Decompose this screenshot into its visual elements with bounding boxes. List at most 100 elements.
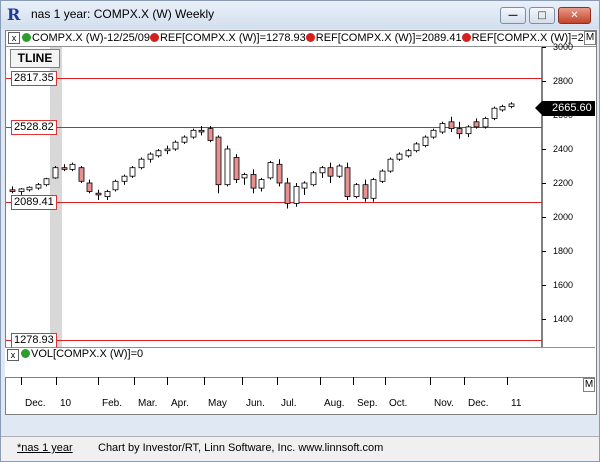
candle-body <box>241 174 248 179</box>
x-tick-mark <box>21 377 22 385</box>
y-tick-label: 2400 <box>553 144 574 154</box>
volume-legend: x VOL[COMPX.X (W)]=0 <box>5 347 595 363</box>
ref-line-label: 2817.35 <box>11 71 57 87</box>
x-tick-label: Mar. <box>138 398 158 409</box>
candle-body <box>327 167 334 177</box>
x-tick-label: May <box>208 398 227 409</box>
candle-body <box>147 153 154 160</box>
candle-body <box>430 129 437 138</box>
candle-body <box>215 136 222 186</box>
y-tick-label: 3000 <box>553 42 574 52</box>
candle-body <box>499 106 506 111</box>
chart-page-link[interactable]: *nas 1 year <box>17 442 73 454</box>
candle-body <box>121 175 128 182</box>
y-tick-label: 2200 <box>553 178 574 188</box>
ref-line-label: 2089.41 <box>11 194 57 210</box>
chart-legend: x COMPX.X (W)-12/25/09 REF[COMPX.X (W)]=1… <box>6 31 596 47</box>
candle-body <box>190 129 197 138</box>
x-tick-mark <box>242 377 243 385</box>
x-tick-mark <box>430 377 431 385</box>
candle-body <box>396 153 403 160</box>
legend-dot-icon <box>461 33 471 42</box>
legend-entry-label: REF[COMPX.X (W)]=1278.93 <box>159 32 306 44</box>
legend-dot-icon <box>22 33 31 42</box>
candle-body <box>258 179 265 189</box>
x-tick-mark <box>277 377 278 385</box>
candle-body <box>387 158 394 172</box>
x-tick-mark <box>204 377 205 385</box>
x-tick-label: Apr. <box>171 398 189 409</box>
m-box-top[interactable]: M <box>584 31 596 45</box>
highlight-column <box>50 47 62 377</box>
minimize-button[interactable]: — <box>500 7 526 24</box>
y-tick-label: 2000 <box>553 212 574 222</box>
candle-body <box>104 191 111 197</box>
x-tick-mark <box>56 377 57 385</box>
volume-label: VOL[COMPX.X (W)]=0 <box>31 348 144 360</box>
x-tick-mark <box>353 377 354 385</box>
candle-body <box>319 167 326 174</box>
legend-entry[interactable]: REF[COMPX.X (W)]=1278.93 <box>149 32 306 44</box>
x-tick-label: Dec. <box>25 398 46 409</box>
x-tick-label: Oct. <box>389 398 408 409</box>
candle-body <box>379 170 386 182</box>
candle-body <box>95 192 102 196</box>
candle-body <box>482 118 489 128</box>
candle-body <box>207 128 214 141</box>
legend-close-icon[interactable]: x <box>8 32 20 44</box>
candle-body <box>112 180 119 191</box>
x-tick-mark <box>385 377 386 385</box>
x-tick-label: Jun. <box>246 398 265 409</box>
candle-body <box>250 174 257 189</box>
candle-body <box>370 179 377 199</box>
legend-dot-icon <box>305 33 315 42</box>
x-tick-label: Sep. <box>357 398 378 409</box>
legend-entry[interactable]: REF[COMPX.X (W)]=2528.82 <box>461 32 596 44</box>
candle-body <box>336 165 343 177</box>
volume-close-icon[interactable]: x <box>7 349 19 361</box>
candle-body <box>155 150 162 157</box>
m-box-bottom[interactable]: M <box>583 378 595 392</box>
candle-body <box>164 148 171 152</box>
candle-body <box>465 126 472 135</box>
x-tick-label: Feb. <box>102 398 123 409</box>
x-axis: M Dec. 10 Feb. Mar. Apr. May Jun. Jul. Aug. Sep. O… <box>5 377 595 413</box>
x-tick-label: Jul. <box>281 398 297 409</box>
title-bar[interactable]: R nas 1 year: COMPX.X (W) Weekly — □ ✕ <box>1 1 599 29</box>
candle-body <box>448 121 455 130</box>
ref-line-label: 2528.82 <box>11 120 57 136</box>
tline-button[interactable]: TLINE <box>10 49 60 68</box>
x-tick-mark <box>134 377 135 385</box>
candle-body <box>301 182 308 189</box>
last-price-badge: 2665.60 <box>535 101 595 116</box>
candle-body <box>233 157 240 181</box>
candle-body <box>293 185 300 204</box>
candle-body <box>35 184 42 189</box>
x-tick-label: 10 <box>60 398 72 409</box>
status-bar: *nas 1 year Chart by Investor/RT, Linn S… <box>1 436 599 461</box>
y-tick-label: 1600 <box>553 280 574 290</box>
candlestick-plot[interactable] <box>6 31 596 377</box>
legend-entry[interactable]: COMPX.X (W)-12/25/09 <box>22 32 150 44</box>
candle-body <box>353 184 360 197</box>
y-tick-label: 2800 <box>553 76 574 86</box>
candle-body <box>61 167 68 170</box>
volume-panel[interactable] <box>5 362 595 378</box>
x-tick-label: Aug. <box>324 398 345 409</box>
legend-entry[interactable]: REF[COMPX.X (W)]=2089.41 <box>305 32 462 44</box>
legend-entries: COMPX.X (W)-12/25/09 REF[COMPX.X (W)]=127… <box>22 32 596 44</box>
candle-body <box>267 162 274 179</box>
maximize-button[interactable]: □ <box>529 7 555 24</box>
candle-body <box>284 182 291 204</box>
candle-body <box>129 167 136 177</box>
y-tick-label: 1800 <box>553 246 574 256</box>
candle-body <box>491 107 498 119</box>
candle-body <box>181 136 188 143</box>
x-tick-label: Dec. <box>468 398 489 409</box>
candle-body <box>138 158 145 169</box>
candle-body <box>439 123 446 133</box>
x-tick-label: Nov. <box>434 398 454 409</box>
close-button[interactable]: ✕ <box>558 7 591 24</box>
candle-body <box>224 148 231 186</box>
